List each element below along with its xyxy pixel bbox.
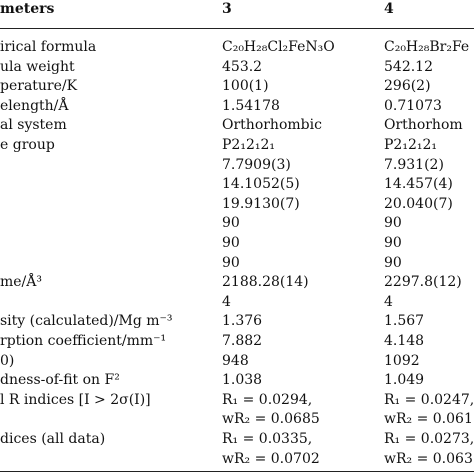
value-cell: 542.12 bbox=[384, 58, 433, 75]
value-cell: 7.931(2) bbox=[384, 156, 444, 173]
row-label: dices (all data) bbox=[0, 431, 106, 447]
row-label: sity (calculated)/Mg m⁻³ bbox=[0, 313, 173, 330]
value-cell: Orthorhombic bbox=[222, 117, 322, 134]
row-label: irical formula bbox=[0, 39, 97, 55]
value-cell: 90 bbox=[384, 235, 402, 251]
value-cell: 2297.8(12) bbox=[384, 274, 462, 291]
value-cell: wR₂ = 0.063 bbox=[384, 450, 473, 467]
value-cell: 90 bbox=[222, 215, 240, 232]
header-rule bbox=[0, 28, 474, 29]
header-cell: meters bbox=[0, 1, 55, 17]
row-label: rption coefficient/mm⁻¹ bbox=[0, 333, 167, 349]
value-cell: R₁ = 0.0294, bbox=[222, 391, 313, 408]
header-cell: 4 bbox=[384, 1, 394, 17]
value-cell: 7.882 bbox=[222, 333, 263, 349]
row-label: l R indices [I > 2σ(I)] bbox=[0, 391, 151, 408]
value-cell: 4 bbox=[384, 293, 393, 310]
value-cell: 1092 bbox=[384, 352, 420, 369]
value-cell: R₁ = 0.0335, bbox=[222, 431, 313, 447]
value-cell: 19.9130(7) bbox=[222, 195, 300, 212]
value-cell: 90 bbox=[384, 254, 402, 271]
row-label: 0) bbox=[0, 352, 15, 369]
value-cell: Orthorhom bbox=[384, 117, 463, 134]
value-cell: C₂₀H₂₈Cl₂FeN₃O bbox=[222, 39, 335, 55]
row-label: elength/Å bbox=[0, 97, 69, 114]
value-cell: 90 bbox=[222, 254, 240, 271]
row-label: al system bbox=[0, 117, 67, 134]
value-cell: 90 bbox=[222, 235, 240, 251]
value-cell: R₁ = 0.0273, bbox=[384, 431, 474, 447]
value-cell: 1.54178 bbox=[222, 97, 280, 114]
value-cell: 4 bbox=[222, 293, 231, 310]
value-cell: 14.457(4) bbox=[384, 176, 453, 193]
value-cell: 4.148 bbox=[384, 333, 425, 349]
header-cell: 3 bbox=[222, 1, 232, 17]
value-cell: 2188.28(14) bbox=[222, 274, 309, 291]
value-cell: 14.1052(5) bbox=[222, 176, 300, 193]
value-cell: 1.038 bbox=[222, 372, 263, 389]
row-label: me/Å³ bbox=[0, 274, 42, 291]
row-label: ula weight bbox=[0, 58, 75, 75]
row-label: e group bbox=[0, 137, 55, 153]
value-cell: 0.71073 bbox=[384, 97, 442, 114]
row-label: perature/K bbox=[0, 78, 78, 95]
value-cell: 1.376 bbox=[222, 313, 263, 330]
row-label: dness-of-fit on F² bbox=[0, 372, 120, 389]
value-cell: P2₁2₁2₁ bbox=[384, 137, 437, 153]
value-cell: wR₂ = 0.061 bbox=[384, 411, 473, 428]
bottom-rule bbox=[0, 471, 474, 472]
value-cell: P2₁2₁2₁ bbox=[222, 137, 275, 153]
value-cell: wR₂ = 0.0685 bbox=[222, 411, 320, 428]
value-cell: wR₂ = 0.0702 bbox=[222, 450, 320, 467]
value-cell: 7.7909(3) bbox=[222, 156, 291, 173]
value-cell: 296(2) bbox=[384, 78, 431, 95]
value-cell: R₁ = 0.0247, bbox=[384, 391, 474, 408]
value-cell: 20.040(7) bbox=[384, 195, 453, 212]
value-cell: 100(1) bbox=[222, 78, 269, 95]
value-cell: 1.049 bbox=[384, 372, 425, 389]
value-cell: 453.2 bbox=[222, 58, 263, 75]
value-cell: C₂₀H₂₈Br₂Fe bbox=[384, 39, 470, 55]
value-cell: 948 bbox=[222, 352, 249, 369]
value-cell: 90 bbox=[384, 215, 402, 232]
value-cell: 1.567 bbox=[384, 313, 425, 330]
